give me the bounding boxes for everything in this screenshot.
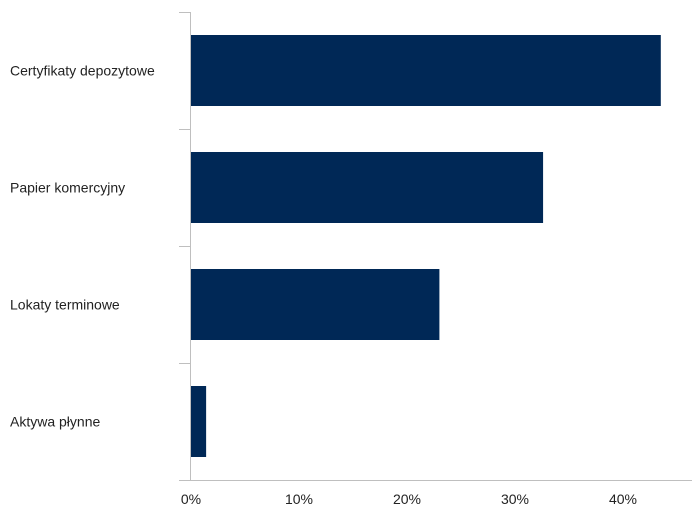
category-label: Certyfikaty depozytowe: [10, 63, 155, 79]
x-tick-label: 40%: [609, 491, 637, 507]
bar: [191, 269, 440, 340]
bar: [191, 152, 544, 223]
x-tick-label: 10%: [285, 491, 313, 507]
category-labels: Certyfikaty depozytowe Papier komercyjny L…: [10, 63, 155, 430]
x-tick-label: 0%: [181, 491, 201, 507]
chart-bars: [191, 35, 661, 457]
category-label: Lokaty terminowe: [10, 297, 120, 313]
bar: [191, 386, 207, 457]
x-tick-label: 20%: [393, 491, 421, 507]
bar: [191, 35, 661, 106]
category-label: Papier komercyjny: [10, 180, 125, 196]
x-tick-labels: 0% 10% 20% 30% 40%: [181, 491, 637, 507]
chart-axes: [179, 12, 692, 481]
category-label: Aktywa płynne: [10, 414, 100, 430]
x-tick-label: 30%: [501, 491, 529, 507]
